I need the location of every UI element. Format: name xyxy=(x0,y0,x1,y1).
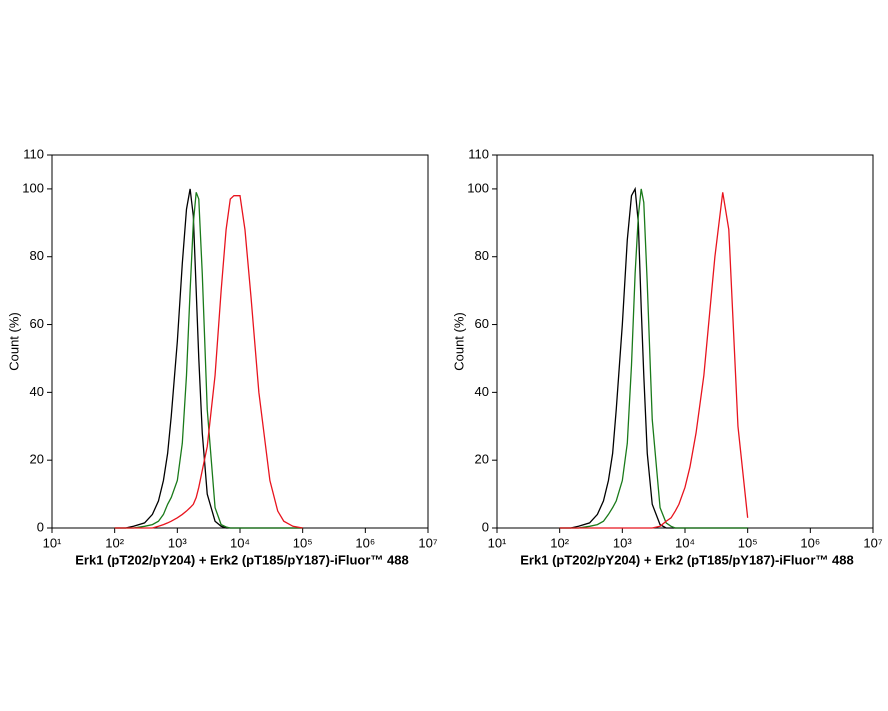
series-line xyxy=(114,195,303,529)
y-tick-label: 60 xyxy=(30,316,44,331)
y-tick-label: 60 xyxy=(475,316,489,331)
x-tick-label: 10² xyxy=(550,535,569,550)
y-tick-label: 110 xyxy=(468,146,489,161)
series-line xyxy=(114,188,303,529)
plot-frame xyxy=(51,154,429,529)
y-tick-label: 100 xyxy=(467,180,489,195)
x-tick-label: 10⁷ xyxy=(418,535,437,550)
chart-panel: 0 20 40 60 80 100 110 10¹ 10² 10³ 10⁴ 10⁵ 10⁶ 10⁷ Erk1… xyxy=(6,146,437,567)
x-tick-label: 10⁵ xyxy=(293,535,313,550)
series-line xyxy=(114,192,303,529)
y-axis-label: Count (%) xyxy=(451,312,466,371)
x-tick-label: 10² xyxy=(105,535,124,550)
x-tick-label: 10⁴ xyxy=(675,535,695,550)
x-tick-label: 10⁴ xyxy=(230,535,250,550)
x-axis-label: Erk1 (pT202/pY204) + Erk2 (pT185/pY187)-… xyxy=(75,552,408,567)
series-line xyxy=(559,186,748,529)
chart-panel: 0 20 40 60 80 100 110 10¹ 10² 10³ 10⁴ 10⁵ 10⁶ 10⁷ Erk1… xyxy=(451,146,882,567)
y-tick-label: 0 xyxy=(37,519,44,534)
y-tick-label: 110 xyxy=(23,146,44,161)
y-tick-label: 0 xyxy=(482,519,489,534)
y-tick-label: 100 xyxy=(22,180,44,195)
x-tick-label: 10³ xyxy=(168,535,187,550)
y-tick-label: 80 xyxy=(30,248,44,263)
x-tick-label: 10¹ xyxy=(43,535,62,550)
y-tick-label: 40 xyxy=(475,384,489,399)
x-tick-label: 10⁷ xyxy=(863,535,882,550)
series-line xyxy=(559,188,748,529)
x-tick-label: 10⁵ xyxy=(738,535,758,550)
x-tick-label: 10⁶ xyxy=(355,535,375,550)
y-tick-label: 20 xyxy=(475,452,489,467)
plot-frame xyxy=(496,154,874,529)
x-tick-label: 10⁶ xyxy=(800,535,820,550)
x-tick-label: 10¹ xyxy=(488,535,507,550)
y-tick-label: 20 xyxy=(30,452,44,467)
y-tick-label: 40 xyxy=(30,384,44,399)
x-axis-label: Erk1 (pT202/pY204) + Erk2 (pT185/pY187)-… xyxy=(520,552,853,567)
x-tick-label: 10³ xyxy=(613,535,632,550)
y-axis-label: Count (%) xyxy=(6,312,21,371)
y-tick-label: 80 xyxy=(475,248,489,263)
series-line xyxy=(559,192,749,529)
